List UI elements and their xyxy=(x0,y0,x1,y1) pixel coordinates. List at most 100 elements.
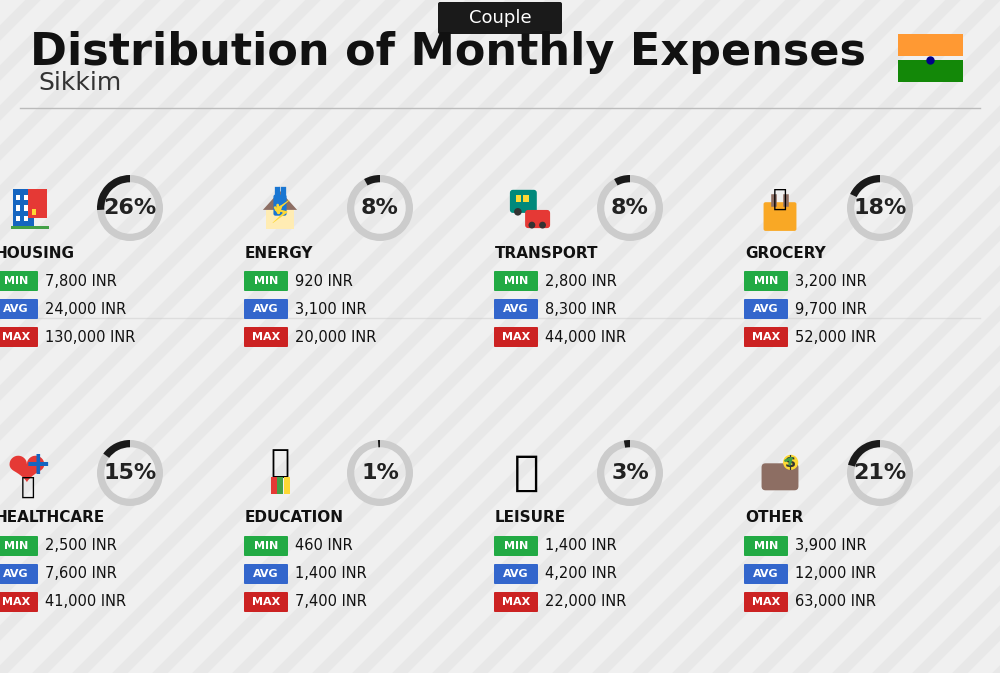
FancyBboxPatch shape xyxy=(764,202,796,231)
Text: OTHER: OTHER xyxy=(745,511,803,526)
FancyBboxPatch shape xyxy=(0,299,38,319)
FancyBboxPatch shape xyxy=(494,564,538,584)
Wedge shape xyxy=(624,440,630,448)
Text: 1%: 1% xyxy=(361,463,399,483)
Wedge shape xyxy=(103,440,130,458)
FancyBboxPatch shape xyxy=(898,34,962,56)
Text: 41,000 INR: 41,000 INR xyxy=(45,594,126,610)
Text: AVG: AVG xyxy=(503,569,529,579)
Polygon shape xyxy=(263,191,297,210)
Wedge shape xyxy=(347,440,413,506)
Text: 7,400 INR: 7,400 INR xyxy=(295,594,367,610)
Text: 7,800 INR: 7,800 INR xyxy=(45,273,117,289)
Wedge shape xyxy=(364,175,380,186)
FancyBboxPatch shape xyxy=(32,209,36,215)
Text: MAX: MAX xyxy=(252,332,280,342)
FancyBboxPatch shape xyxy=(744,592,788,612)
Text: MIN: MIN xyxy=(4,276,28,286)
Text: 🤲: 🤲 xyxy=(21,474,35,498)
Text: 🥦: 🥦 xyxy=(773,186,787,211)
Text: MIN: MIN xyxy=(4,541,28,551)
Text: Couple: Couple xyxy=(469,9,531,27)
FancyBboxPatch shape xyxy=(744,536,788,556)
Text: 1,400 INR: 1,400 INR xyxy=(545,538,617,553)
FancyBboxPatch shape xyxy=(13,189,34,227)
Wedge shape xyxy=(848,440,880,466)
FancyBboxPatch shape xyxy=(273,194,287,216)
FancyBboxPatch shape xyxy=(494,327,538,347)
Text: GROCERY: GROCERY xyxy=(745,246,826,260)
Text: HOUSING: HOUSING xyxy=(0,246,75,260)
Text: 9,700 INR: 9,700 INR xyxy=(795,302,867,316)
FancyBboxPatch shape xyxy=(494,271,538,291)
Text: 8,300 INR: 8,300 INR xyxy=(545,302,617,316)
Text: 63,000 INR: 63,000 INR xyxy=(795,594,876,610)
Text: 3,100 INR: 3,100 INR xyxy=(295,302,367,316)
Text: ❤: ❤ xyxy=(6,450,46,495)
FancyBboxPatch shape xyxy=(0,271,38,291)
FancyBboxPatch shape xyxy=(244,327,288,347)
FancyBboxPatch shape xyxy=(516,195,521,203)
FancyBboxPatch shape xyxy=(16,205,20,211)
FancyBboxPatch shape xyxy=(494,536,538,556)
FancyBboxPatch shape xyxy=(284,476,290,494)
Text: Sikkim: Sikkim xyxy=(38,71,121,95)
Text: MAX: MAX xyxy=(252,597,280,607)
Text: 7,600 INR: 7,600 INR xyxy=(45,567,117,581)
Text: 460 INR: 460 INR xyxy=(295,538,353,553)
FancyBboxPatch shape xyxy=(744,564,788,584)
Text: TRANSPORT: TRANSPORT xyxy=(495,246,598,260)
Text: 15%: 15% xyxy=(103,463,157,483)
Wedge shape xyxy=(597,175,663,241)
Text: MAX: MAX xyxy=(2,597,30,607)
FancyBboxPatch shape xyxy=(24,216,28,221)
Text: MAX: MAX xyxy=(502,332,530,342)
Text: MIN: MIN xyxy=(754,276,778,286)
FancyBboxPatch shape xyxy=(16,216,20,221)
FancyBboxPatch shape xyxy=(244,271,288,291)
Wedge shape xyxy=(347,175,413,241)
FancyBboxPatch shape xyxy=(244,564,288,584)
Text: MIN: MIN xyxy=(754,541,778,551)
Text: 4,200 INR: 4,200 INR xyxy=(545,567,617,581)
Wedge shape xyxy=(97,175,163,241)
Text: MAX: MAX xyxy=(752,597,780,607)
FancyBboxPatch shape xyxy=(762,463,798,491)
FancyBboxPatch shape xyxy=(0,327,38,347)
Text: AVG: AVG xyxy=(3,304,29,314)
Text: 920 INR: 920 INR xyxy=(295,273,353,289)
Text: Distribution of Monthly Expenses: Distribution of Monthly Expenses xyxy=(30,32,866,75)
Text: 44,000 INR: 44,000 INR xyxy=(545,330,626,345)
Text: ⚡: ⚡ xyxy=(269,199,291,230)
FancyBboxPatch shape xyxy=(244,592,288,612)
Text: EDUCATION: EDUCATION xyxy=(245,511,344,526)
Text: MIN: MIN xyxy=(254,276,278,286)
Wedge shape xyxy=(97,175,130,210)
Text: 18%: 18% xyxy=(853,198,907,218)
FancyBboxPatch shape xyxy=(16,194,20,200)
FancyBboxPatch shape xyxy=(510,190,537,213)
Text: LEISURE: LEISURE xyxy=(495,511,566,526)
FancyBboxPatch shape xyxy=(24,205,28,211)
Text: MIN: MIN xyxy=(504,541,528,551)
Text: MIN: MIN xyxy=(504,276,528,286)
FancyBboxPatch shape xyxy=(438,2,562,34)
Text: 12,000 INR: 12,000 INR xyxy=(795,567,876,581)
Text: MAX: MAX xyxy=(752,332,780,342)
Wedge shape xyxy=(847,175,913,241)
FancyBboxPatch shape xyxy=(266,210,294,229)
Text: 2,800 INR: 2,800 INR xyxy=(545,273,617,289)
Text: ENERGY: ENERGY xyxy=(245,246,314,260)
Wedge shape xyxy=(614,175,630,186)
FancyBboxPatch shape xyxy=(525,210,550,228)
FancyBboxPatch shape xyxy=(277,476,283,494)
Wedge shape xyxy=(850,175,880,197)
FancyBboxPatch shape xyxy=(744,299,788,319)
FancyBboxPatch shape xyxy=(494,299,538,319)
FancyBboxPatch shape xyxy=(523,195,529,203)
FancyBboxPatch shape xyxy=(244,536,288,556)
Text: AVG: AVG xyxy=(3,569,29,579)
Text: MIN: MIN xyxy=(254,541,278,551)
Circle shape xyxy=(528,221,535,229)
Wedge shape xyxy=(597,440,663,506)
